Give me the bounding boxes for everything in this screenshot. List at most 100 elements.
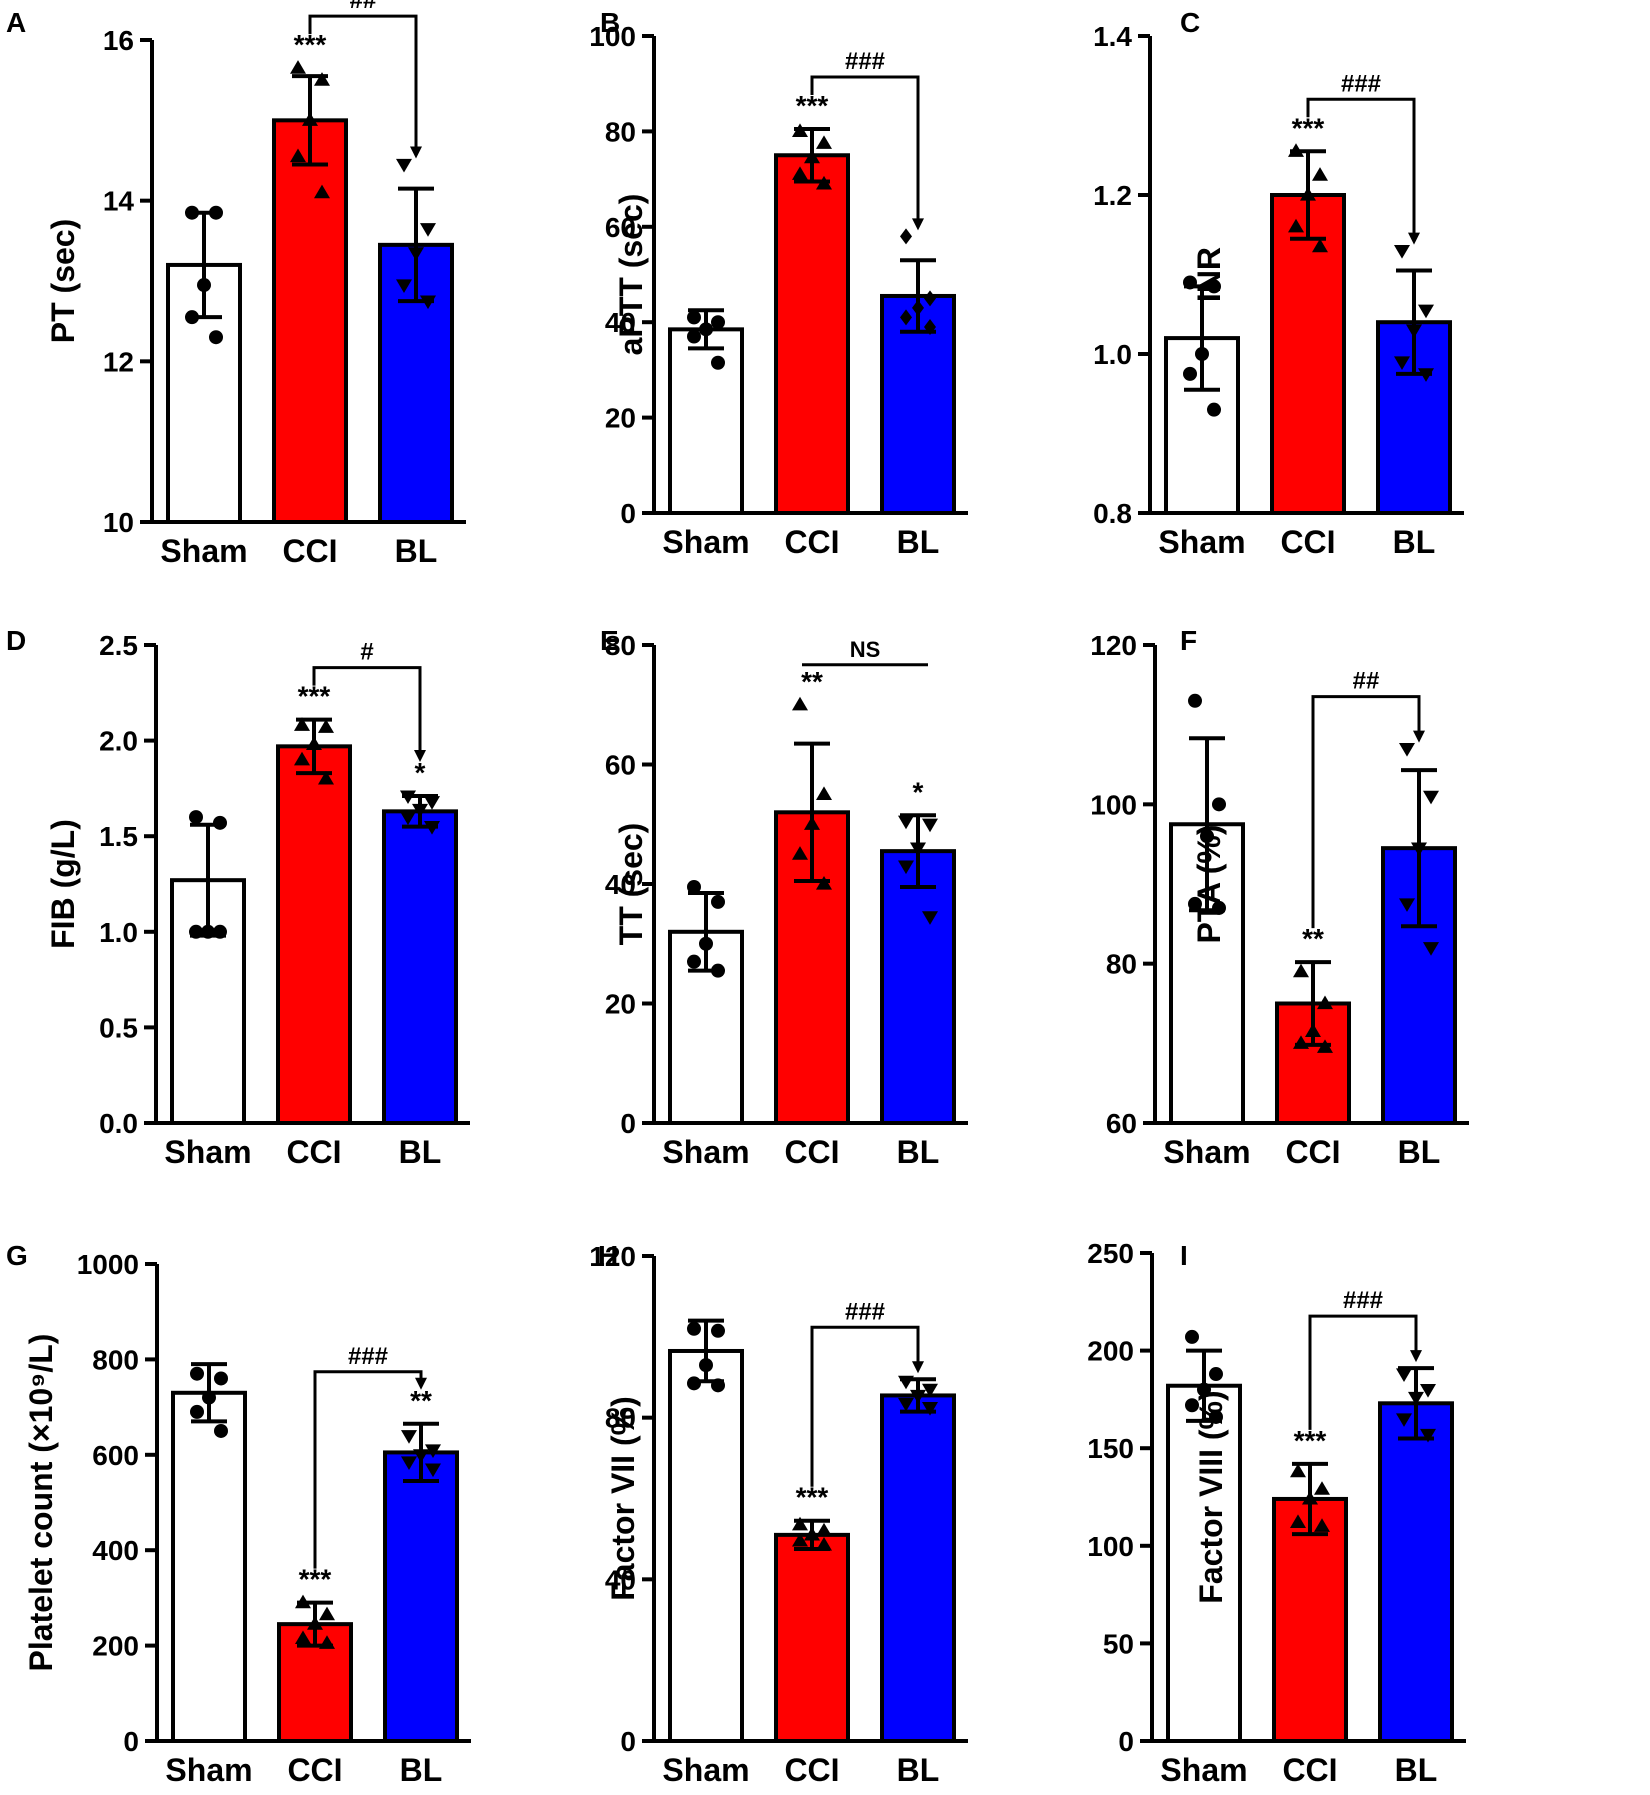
data-point — [922, 818, 938, 833]
data-point — [792, 846, 808, 860]
data-point — [804, 149, 820, 164]
category-label: BL — [1395, 1752, 1438, 1788]
y-tick-label: 600 — [92, 1440, 139, 1471]
category-label: CCI — [287, 1752, 342, 1788]
category-label: CCI — [784, 1134, 839, 1170]
panel-i: I 0 50 100 150 200 250 Factor VIII (%) Sham CCI BL… — [1087, 1238, 1466, 1788]
panel-letter: F — [1180, 625, 1197, 656]
category-label: CCI — [1282, 1752, 1337, 1788]
category-label: Sham — [662, 1134, 749, 1170]
data-point — [424, 796, 440, 810]
y-tick-label: 0 — [620, 1726, 636, 1757]
category-label: BL — [897, 1752, 940, 1788]
panel-g: G 0 200 400 600 800 1000 Platelet count (×10⁹/L… — [6, 1240, 471, 1788]
bracket-arrowhead — [912, 1361, 924, 1374]
data-point — [687, 310, 701, 325]
data-point — [424, 821, 440, 835]
y-tick-label: 400 — [92, 1535, 139, 1566]
y-axis-label: INR — [1191, 247, 1227, 302]
data-point — [1188, 896, 1202, 911]
category-label: CCI — [1285, 1134, 1340, 1170]
data-point — [1288, 143, 1304, 157]
panel-letter: G — [6, 1240, 28, 1271]
data-point — [213, 924, 227, 939]
significance-label: *** — [796, 90, 829, 121]
data-point — [898, 815, 914, 830]
category-label: Sham — [165, 1752, 252, 1788]
y-tick-label: 100 — [1087, 1531, 1134, 1562]
data-point — [306, 736, 322, 751]
bar-bl — [880, 1393, 956, 1743]
category-label: Sham — [662, 524, 749, 560]
data-point — [413, 1449, 429, 1463]
data-point — [687, 329, 701, 344]
data-point — [319, 1635, 335, 1649]
data-point — [189, 924, 203, 939]
y-tick-label: 2.0 — [99, 726, 138, 757]
data-point — [314, 184, 330, 199]
data-point — [290, 148, 306, 163]
bar-cci — [774, 1532, 850, 1743]
data-point — [816, 786, 832, 800]
data-point — [189, 810, 203, 825]
y-tick-label: 60 — [1106, 1108, 1137, 1139]
data-point — [314, 72, 330, 86]
data-point — [1408, 1391, 1424, 1406]
y-tick-label: 80 — [605, 630, 636, 661]
data-point — [898, 1397, 914, 1412]
data-point — [1293, 1035, 1309, 1049]
data-point — [1423, 790, 1439, 805]
significance-label: *** — [1294, 1425, 1327, 1456]
data-point — [294, 717, 310, 731]
data-point — [420, 295, 436, 310]
data-point — [816, 876, 832, 890]
data-point — [1209, 1367, 1223, 1382]
data-point — [792, 123, 808, 137]
category-label: CCI — [282, 533, 337, 569]
y-tick-label: 200 — [1087, 1336, 1134, 1367]
significance-label: * — [415, 757, 426, 788]
data-point — [318, 719, 334, 733]
data-point — [396, 158, 412, 173]
data-point — [1394, 245, 1410, 259]
y-axis-label: TT (sec) — [613, 823, 649, 946]
comparison-bracket — [810, 75, 920, 225]
data-point — [213, 815, 227, 830]
data-point — [699, 936, 713, 951]
y-tick-label: 80 — [1106, 949, 1137, 980]
panel-a: A 10 12 14 16 PT (sec) Sham CCI BL *** ## — [6, 0, 466, 569]
data-point — [792, 166, 808, 180]
category-label: Sham — [164, 1134, 251, 1170]
category-label: Sham — [160, 533, 247, 569]
data-point — [1197, 1382, 1211, 1397]
data-point — [1312, 167, 1328, 181]
y-tick-label: 100 — [589, 21, 636, 52]
data-point — [1300, 187, 1316, 201]
category-label: BL — [395, 533, 438, 569]
data-point — [1420, 1384, 1436, 1398]
y-tick-label: 0.0 — [99, 1108, 138, 1139]
data-point — [1399, 742, 1415, 757]
data-point — [214, 1423, 228, 1438]
data-point — [190, 1366, 204, 1381]
data-point — [1317, 995, 1333, 1010]
significance-label: *** — [298, 681, 331, 712]
data-point — [898, 860, 914, 875]
data-point — [792, 1532, 808, 1547]
bar-bl — [382, 809, 458, 1125]
data-point — [1396, 1368, 1412, 1383]
comparison-label: ### — [1341, 70, 1381, 97]
y-tick-label: 120 — [589, 1241, 636, 1272]
bar-bl — [880, 849, 956, 1125]
y-tick-label: 0.8 — [1093, 498, 1132, 529]
panel-letter: I — [1180, 1240, 1188, 1271]
y-tick-label: 20 — [605, 403, 636, 434]
y-tick-label: 80 — [605, 1403, 636, 1434]
data-point — [1185, 1329, 1199, 1344]
data-point — [1406, 324, 1422, 339]
data-point — [687, 954, 701, 969]
y-axis-label: PT (sec) — [45, 219, 81, 343]
category-label: Sham — [1160, 1752, 1247, 1788]
bracket-arrowhead — [414, 750, 426, 763]
category-label: Sham — [1158, 524, 1245, 560]
